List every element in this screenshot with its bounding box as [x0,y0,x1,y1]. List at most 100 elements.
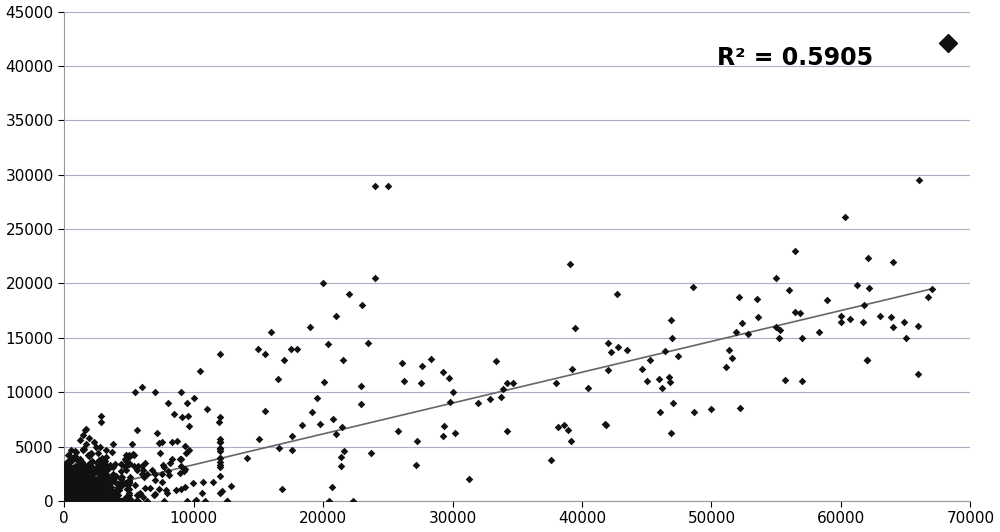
Point [82,492,98,500]
Point [62,497,78,505]
Point [85,484,101,493]
Point [90,497,106,505]
Point [100,476,116,484]
Point [62,473,78,482]
Point [212,437,228,446]
Point [57,497,73,505]
Point [75,487,91,496]
Point [59,497,75,505]
Point [68,483,84,492]
Point [61,497,77,505]
Point [86,487,102,495]
Point [66,497,82,505]
Point [74,470,90,479]
Point [685,282,701,291]
Point [61,471,77,479]
Point [61,497,77,505]
Point [147,388,163,396]
Point [78,439,94,448]
Point [103,477,119,486]
Point [63,497,79,505]
Point [72,497,88,505]
Point [75,444,91,453]
Point [600,366,616,375]
Point [89,485,105,493]
Point [122,472,138,481]
Point [61,497,77,505]
Point [66,497,82,505]
Point [61,497,77,505]
Point [69,497,85,505]
Point [73,492,89,501]
Point [74,495,90,503]
Point [68,497,84,505]
Point [73,494,89,503]
Point [65,497,81,505]
Point [87,466,103,475]
Point [117,463,133,472]
Point [75,487,91,496]
Point [83,481,99,490]
Point [58,480,74,489]
Point [62,497,78,505]
Point [83,497,99,505]
Point [58,497,74,505]
Point [79,497,95,505]
Point [78,489,94,498]
Point [61,497,77,505]
Point [56,481,72,490]
Point [70,497,86,505]
Point [63,497,79,505]
Point [76,466,92,474]
Point [74,495,90,503]
Point [63,457,79,466]
Point [70,460,86,469]
Point [66,497,82,505]
Point [57,486,73,495]
Point [94,472,110,480]
Point [62,491,78,499]
Point [62,462,78,471]
Point [64,497,80,505]
Point [58,482,74,491]
Point [74,497,90,505]
Point [78,490,94,498]
Point [63,493,79,502]
Point [493,392,509,401]
Point [73,496,89,505]
Point [73,474,89,483]
Point [663,315,679,324]
Point [64,481,80,490]
Point [68,497,84,505]
Point [65,490,81,498]
Point [58,492,74,501]
Point [68,497,84,505]
Point [114,478,130,486]
Point [58,497,74,505]
Point [83,475,99,484]
Point [67,492,83,500]
Point [63,497,79,505]
Point [341,290,357,298]
Point [154,437,170,446]
Point [71,488,87,496]
Point [90,497,106,505]
Point [81,497,97,505]
Point [78,485,94,494]
Point [63,480,79,489]
Point [64,486,80,494]
Point [79,495,95,504]
Point [61,497,77,505]
Point [57,497,73,505]
Point [136,473,152,481]
Point [67,493,83,501]
Point [78,497,94,505]
Point [63,479,79,488]
Point [113,467,129,475]
Point [58,497,74,505]
Point [62,491,78,499]
Point [104,448,120,456]
Point [62,493,78,501]
Point [76,497,92,505]
Point [794,334,810,342]
